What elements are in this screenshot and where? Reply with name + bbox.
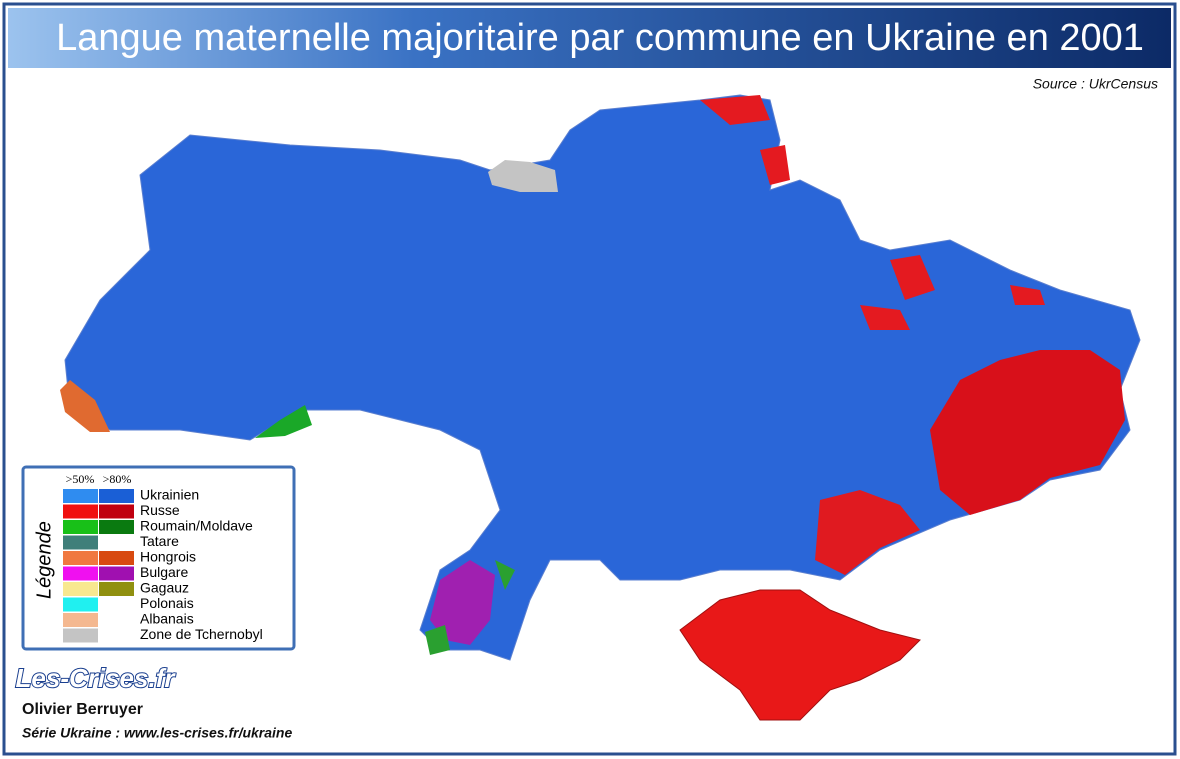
title: Langue maternelle majoritaire par commun…: [56, 17, 1144, 59]
legend-column-header: >50%: [66, 472, 95, 486]
legend-swatch: [63, 582, 98, 596]
legend-swatch: [63, 535, 98, 550]
legend-label: Gagauz: [140, 580, 189, 596]
legend-swatch: [63, 613, 98, 627]
legend-label: Ukrainien: [140, 487, 199, 503]
legend-label: Zone de Tchernobyl: [140, 626, 263, 642]
legend-label: Russe: [140, 502, 180, 518]
bessarabia-mix: [430, 560, 495, 645]
romanian-area: [255, 405, 312, 438]
source: Source : UkrCensus: [1033, 76, 1158, 92]
legend-swatch: [63, 566, 98, 581]
legend-label: Roumain/Moldave: [140, 518, 253, 534]
legend-swatch: [63, 504, 98, 519]
legend-label: Albanais: [140, 611, 194, 627]
series: Série Ukraine : www.les-crises.fr/ukrain…: [22, 725, 292, 741]
kharkiv-spots: [700, 95, 1045, 330]
legend-swatch: [63, 628, 98, 643]
hungarian-area: [60, 380, 110, 432]
legend-swatch: [63, 489, 98, 503]
legend-label: Bulgare: [140, 564, 188, 580]
legend-swatch: [63, 597, 98, 612]
legend-swatch: [99, 582, 134, 596]
legend-rows: >50% >80% UkrainienRusseRoumain/MoldaveTat…: [63, 472, 263, 643]
legend-title: Légende: [33, 521, 55, 599]
map: [60, 94, 1141, 721]
bessarabia-green: [425, 560, 515, 655]
legend-swatch: [99, 504, 134, 519]
legend-label: Tatare: [140, 533, 179, 549]
crimea: [679, 589, 921, 721]
azov-coast: [815, 490, 920, 575]
logo: Les-Crises.fr: [16, 663, 177, 693]
title-bar: [8, 8, 1171, 68]
legend-swatch: [99, 489, 134, 503]
legend-swatch: [63, 551, 98, 565]
legend-swatch: [63, 520, 98, 534]
legend-swatch: [99, 551, 134, 565]
legend-swatch: [99, 520, 134, 534]
east-russian-area: [930, 350, 1125, 515]
chernobyl-zone: [488, 160, 558, 192]
legend-column-header: >80%: [103, 472, 132, 486]
legend-label: Hongrois: [140, 549, 196, 565]
author: Olivier Berruyer: [22, 701, 143, 718]
legend-label: Polonais: [140, 595, 194, 611]
legend-swatch: [99, 566, 134, 581]
legend: Légende >50% >80% UkrainienRusseRoumain/Mo…: [21, 465, 296, 651]
